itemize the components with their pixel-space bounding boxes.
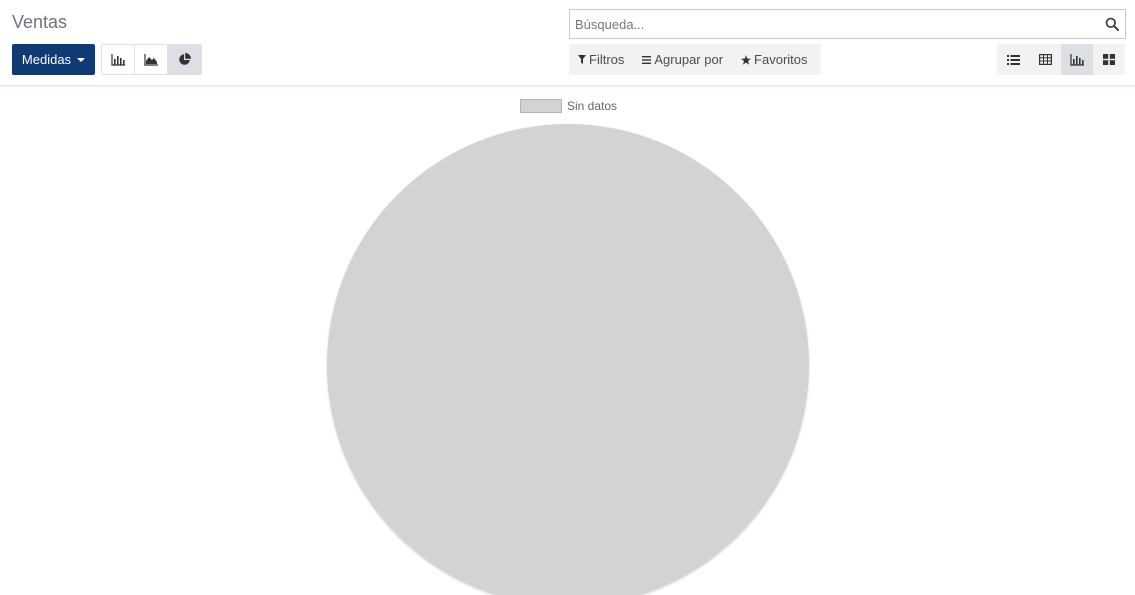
filter-icon (578, 55, 586, 64)
kanban-view-button[interactable] (1093, 44, 1125, 75)
caret-down-icon (77, 57, 86, 62)
measures-label: Medidas (21, 52, 72, 67)
search-options-bar: Filtros Agrupar por Favoritos (569, 44, 821, 75)
chart-mode-group (101, 44, 202, 75)
pivot-table-icon (1038, 54, 1052, 65)
group-by-label: Agrupar por (654, 52, 724, 67)
pivot-view-button[interactable] (1029, 44, 1061, 75)
search-input[interactable] (575, 10, 1095, 38)
search-icon[interactable] (1105, 17, 1119, 31)
group-by-button[interactable]: Agrupar por (642, 44, 723, 75)
filters-label: Filtros (589, 52, 625, 67)
page-title: Ventas (12, 12, 68, 32)
area-chart-icon (144, 53, 158, 66)
favorites-label: Favoritos (754, 52, 808, 67)
kanban-view-icon (1103, 54, 1115, 65)
pie-chart-icon (179, 53, 191, 65)
legend-label: Sin datos (567, 99, 618, 113)
measures-dropdown-button[interactable]: Medidas (12, 44, 95, 75)
graph-view-button[interactable] (1061, 44, 1093, 75)
pie-slice-sin-datos[interactable] (327, 124, 809, 595)
filters-button[interactable]: Filtros (578, 44, 624, 75)
star-icon (741, 54, 752, 65)
bar-chart-icon (111, 53, 125, 66)
view-switcher (997, 44, 1125, 75)
list-view-button[interactable] (997, 44, 1029, 75)
pie-chart-button[interactable] (168, 45, 201, 74)
line-chart-button[interactable] (135, 45, 168, 74)
bars-icon (642, 55, 652, 64)
bar-chart-button[interactable] (102, 45, 135, 74)
control-panel: Ventas Medidas (0, 0, 1135, 86)
favorites-button[interactable]: Favoritos (741, 44, 808, 75)
list-view-icon (1006, 54, 1020, 65)
graph-view-icon (1070, 53, 1084, 66)
legend-swatch[interactable] (520, 99, 562, 113)
chart-area: Sin datos (0, 86, 1135, 595)
pie-chart (327, 124, 809, 595)
search-box (569, 9, 1126, 39)
